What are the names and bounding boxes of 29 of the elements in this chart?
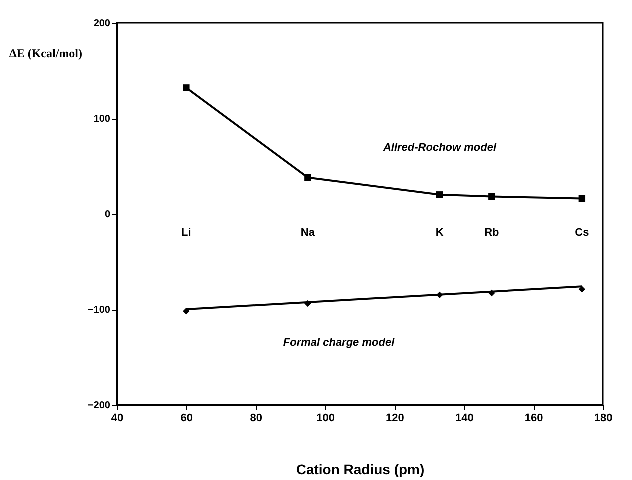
annotation: Formal charge model [283,337,396,349]
annotation: Rb [484,227,500,239]
point [183,84,190,92]
y-tick-label: 100 [94,114,111,125]
point [488,193,496,200]
point [578,195,586,202]
annotation: Allred-Rochow model [382,142,498,154]
y-tick-label: 0 [104,210,111,220]
annotation: K [436,227,444,239]
annotation: Li [182,227,192,239]
point [183,308,190,315]
x-tick-label: 140 [455,412,474,424]
point [304,174,312,182]
x-axis-title: Cation Radius (pm) [296,462,425,478]
x-tick-label: 100 [316,412,335,424]
x-tick-label: 80 [250,412,262,424]
y-tick-label: −200 [88,400,111,412]
x-tick-label: 40 [111,412,124,424]
y-tick-label: −100 [88,305,111,316]
x-tick-label: 120 [386,412,404,424]
annotation: Cs [575,227,590,239]
x-tick-label: 60 [180,412,194,424]
y-axis-title: ΔE (Kcal/mol) [9,46,82,60]
x-tick-label: 160 [524,412,544,424]
annotation: Na [300,227,316,239]
point [436,192,444,198]
point [578,286,586,293]
x-tick-label: 180 [594,412,613,424]
y-tick-label: 200 [94,18,111,30]
